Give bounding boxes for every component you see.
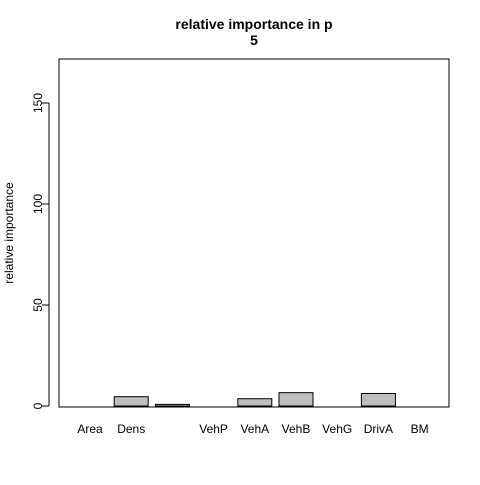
y-axis-title: relative importance <box>2 182 16 284</box>
x-axis-labels: Area Dens VehP VehA VehB VehG DrivA BM <box>77 422 428 436</box>
chart-subtitle: 5 <box>250 32 258 48</box>
y-tick-label: 0 <box>31 402 45 409</box>
y-axis: 0 50 100 150 <box>31 93 50 409</box>
x-tick-label: Area <box>77 422 103 436</box>
bars <box>113 392 396 407</box>
bar <box>237 398 273 407</box>
y-tick-label: 100 <box>31 194 45 214</box>
x-tick-label: VehP <box>199 422 228 436</box>
bar <box>278 392 314 407</box>
chart-title: relative importance in p <box>175 16 332 32</box>
x-tick-label: DrivA <box>364 422 393 436</box>
y-tick-label: 50 <box>31 298 45 312</box>
x-tick-label: BM <box>411 422 429 436</box>
y-tick-label: 150 <box>31 93 45 113</box>
bar <box>154 403 190 407</box>
x-tick-label: Dens <box>117 422 145 436</box>
x-tick-label: VehA <box>240 422 269 436</box>
x-tick-label: VehG <box>322 422 352 436</box>
x-tick-label: VehB <box>282 422 311 436</box>
bar <box>360 392 396 407</box>
plot-frame <box>58 58 450 408</box>
bar <box>113 396 149 407</box>
